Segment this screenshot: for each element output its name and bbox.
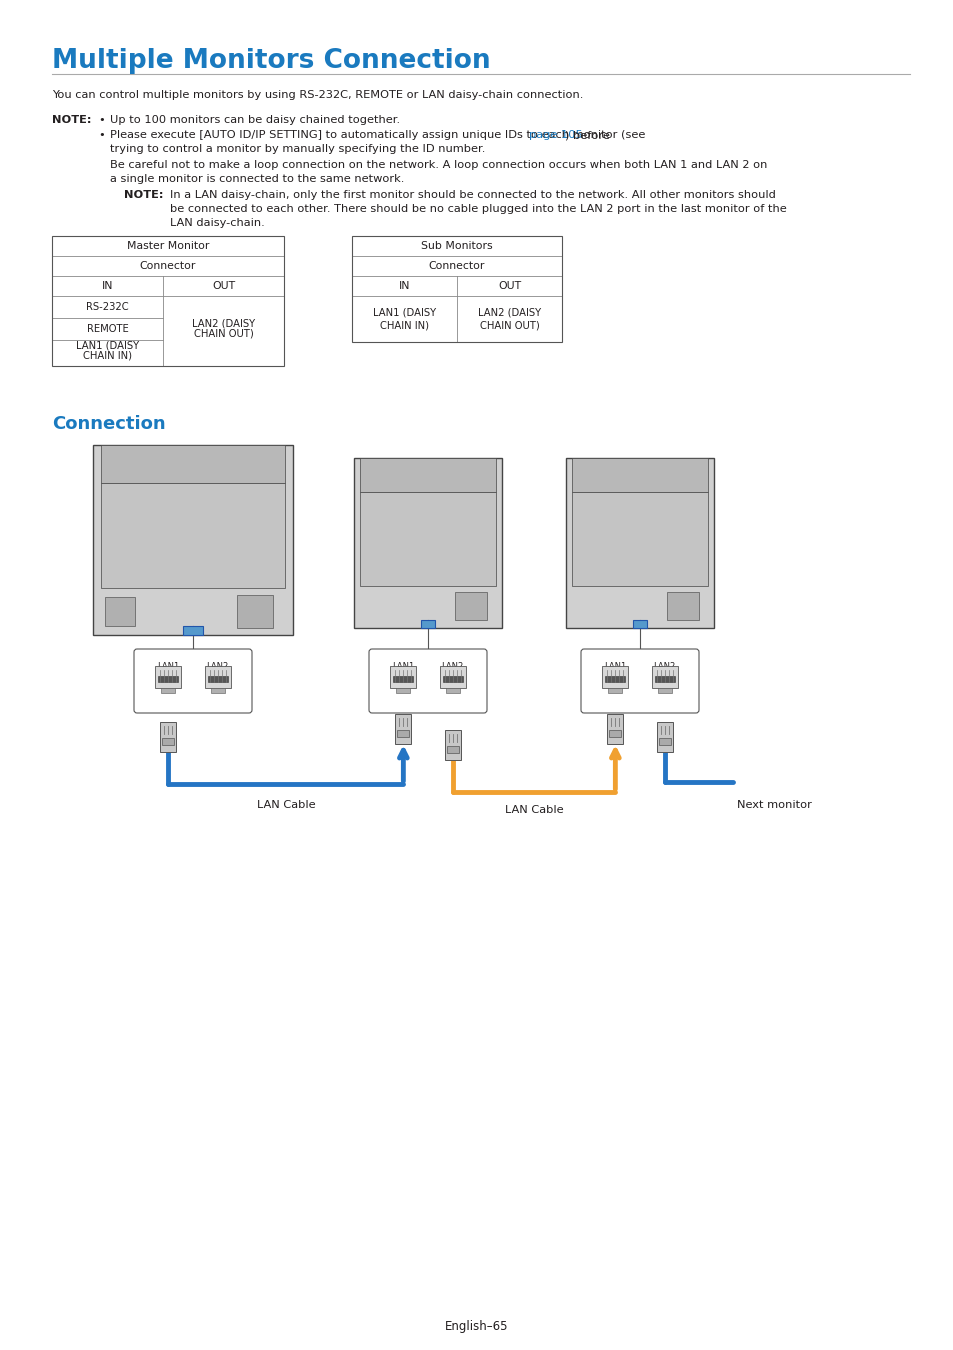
Text: English–65: English–65 bbox=[445, 1320, 508, 1332]
Bar bbox=[442, 676, 462, 682]
Bar bbox=[446, 747, 458, 753]
Bar bbox=[101, 483, 285, 587]
Text: CHAIN OUT): CHAIN OUT) bbox=[193, 329, 253, 339]
Bar bbox=[158, 676, 178, 682]
Bar bbox=[395, 688, 410, 693]
Text: page 105: page 105 bbox=[528, 130, 581, 140]
Text: a single monitor is connected to the same network.: a single monitor is connected to the sam… bbox=[110, 174, 404, 184]
Text: IN: IN bbox=[398, 281, 410, 292]
Text: be connected to each other. There should be no cable plugged into the LAN 2 port: be connected to each other. There should… bbox=[170, 204, 786, 215]
Text: LAN1: LAN1 bbox=[603, 662, 626, 671]
Bar bbox=[92, 446, 293, 634]
Text: LAN2 (DAISY
CHAIN OUT): LAN2 (DAISY CHAIN OUT) bbox=[477, 308, 540, 331]
Text: REMOTE: REMOTE bbox=[87, 324, 129, 333]
Text: Connector: Connector bbox=[428, 261, 485, 271]
Text: •: • bbox=[98, 130, 105, 140]
Bar bbox=[162, 738, 174, 745]
Text: LAN Cable: LAN Cable bbox=[504, 805, 562, 815]
Text: LAN1 (DAISY: LAN1 (DAISY bbox=[76, 342, 139, 351]
Bar bbox=[101, 446, 285, 483]
Text: Master Monitor: Master Monitor bbox=[127, 242, 209, 251]
Bar bbox=[439, 666, 465, 688]
Bar bbox=[208, 676, 228, 682]
Text: LAN1: LAN1 bbox=[392, 662, 414, 671]
Bar bbox=[571, 491, 707, 586]
Bar bbox=[656, 722, 672, 752]
Bar bbox=[359, 458, 496, 491]
Bar bbox=[571, 458, 707, 491]
Bar bbox=[445, 688, 459, 693]
Bar bbox=[390, 666, 416, 688]
Text: •: • bbox=[98, 115, 105, 126]
Text: NOTE:: NOTE: bbox=[52, 115, 91, 126]
Text: Next monitor: Next monitor bbox=[736, 801, 811, 810]
Text: RS-232C: RS-232C bbox=[87, 302, 129, 312]
Bar bbox=[155, 666, 181, 688]
Text: Please execute [AUTO ID/IP SETTING] to automatically assign unique IDs to each m: Please execute [AUTO ID/IP SETTING] to a… bbox=[110, 130, 648, 140]
Bar bbox=[632, 620, 647, 628]
Text: OUT: OUT bbox=[497, 281, 520, 292]
Bar bbox=[393, 676, 413, 682]
Text: NOTE:: NOTE: bbox=[124, 190, 163, 200]
Bar bbox=[601, 666, 628, 688]
Text: Sub Monitors: Sub Monitors bbox=[420, 242, 493, 251]
FancyBboxPatch shape bbox=[133, 649, 252, 713]
Text: Multiple Monitors Connection: Multiple Monitors Connection bbox=[52, 49, 490, 74]
Bar bbox=[609, 730, 620, 737]
FancyBboxPatch shape bbox=[369, 649, 486, 713]
Bar bbox=[205, 666, 231, 688]
Bar bbox=[608, 688, 621, 693]
Bar bbox=[354, 458, 501, 628]
Bar bbox=[160, 722, 176, 752]
Bar bbox=[105, 597, 135, 625]
Bar bbox=[352, 236, 561, 342]
Text: In a LAN daisy-chain, only the first monitor should be connected to the network.: In a LAN daisy-chain, only the first mon… bbox=[170, 190, 775, 200]
Bar bbox=[657, 688, 671, 693]
Bar bbox=[658, 738, 670, 745]
Bar bbox=[666, 591, 699, 620]
Text: LAN1 (DAISY
CHAIN IN): LAN1 (DAISY CHAIN IN) bbox=[373, 308, 436, 331]
Text: trying to control a monitor by manually specifying the ID number.: trying to control a monitor by manually … bbox=[110, 144, 485, 154]
Text: Connection: Connection bbox=[52, 414, 166, 433]
Text: LAN1: LAN1 bbox=[157, 662, 179, 671]
Bar bbox=[397, 730, 409, 737]
Text: OUT: OUT bbox=[212, 281, 235, 292]
Text: LAN2 (DAISY: LAN2 (DAISY bbox=[192, 319, 255, 329]
FancyBboxPatch shape bbox=[580, 649, 699, 713]
Bar bbox=[651, 666, 677, 688]
Bar bbox=[654, 676, 674, 682]
Text: Connector: Connector bbox=[140, 261, 196, 271]
Bar bbox=[359, 491, 496, 586]
Text: You can control multiple monitors by using RS-232C, REMOTE or LAN daisy-chain co: You can control multiple monitors by usi… bbox=[52, 90, 583, 100]
Bar bbox=[605, 676, 625, 682]
Text: Up to 100 monitors can be daisy chained together.: Up to 100 monitors can be daisy chained … bbox=[110, 115, 399, 126]
Bar bbox=[565, 458, 713, 628]
Bar bbox=[52, 236, 284, 366]
Bar bbox=[444, 730, 460, 760]
Bar bbox=[183, 625, 203, 634]
Bar bbox=[395, 714, 411, 744]
Text: Be careful not to make a loop connection on the network. A loop connection occur: Be careful not to make a loop connection… bbox=[110, 161, 766, 170]
Text: LAN daisy-chain.: LAN daisy-chain. bbox=[170, 217, 265, 228]
Bar bbox=[607, 714, 622, 744]
Bar bbox=[455, 591, 487, 620]
Bar bbox=[236, 594, 273, 628]
Bar bbox=[420, 620, 435, 628]
Text: IN: IN bbox=[102, 281, 113, 292]
Text: LAN2: LAN2 bbox=[441, 662, 463, 671]
Text: LAN Cable: LAN Cable bbox=[256, 801, 314, 810]
Text: ) before: ) before bbox=[564, 130, 609, 140]
Bar bbox=[161, 688, 175, 693]
Text: LAN2: LAN2 bbox=[206, 662, 229, 671]
Text: LAN2: LAN2 bbox=[653, 662, 675, 671]
Text: CHAIN IN): CHAIN IN) bbox=[83, 351, 132, 360]
Bar bbox=[211, 688, 224, 693]
